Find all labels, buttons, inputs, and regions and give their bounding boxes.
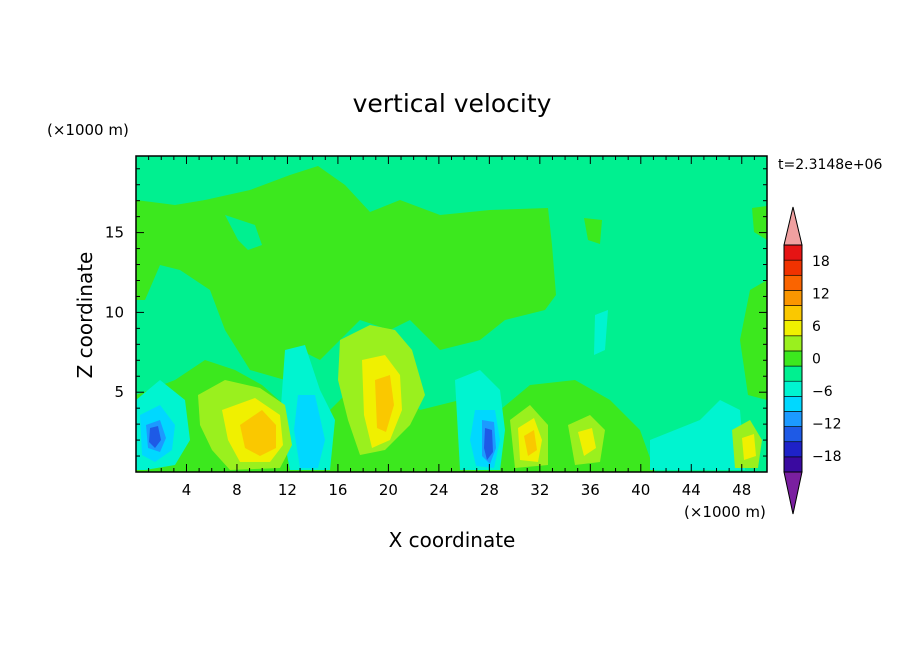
x-tick-label: 36 — [581, 481, 600, 499]
colorbar-band — [783, 335, 803, 352]
contour-down-left-dark — [149, 426, 161, 448]
contour-small-top-right — [584, 218, 602, 244]
colorbar: 18 12 6 0 −6 −12 −18 — [783, 206, 842, 515]
x-tick-label: 8 — [232, 481, 242, 499]
contour-upper-gap — [225, 215, 262, 250]
colorbar-tick-label: −12 — [812, 416, 842, 432]
contour-upper-updraft — [136, 166, 556, 380]
colorbar-band — [783, 259, 803, 276]
colorbar-band — [783, 380, 803, 397]
colorbar-tick-label: 6 — [812, 319, 821, 335]
colorbar-frame — [783, 244, 803, 473]
contour-up-10-orange — [240, 410, 276, 456]
x-tick-label: 24 — [429, 481, 448, 499]
contour-up-31-orange — [524, 430, 537, 456]
contour-down-right — [650, 400, 745, 470]
time-label: t=2.3148e+06 — [778, 157, 882, 173]
x-axis-label: X coordinate — [389, 528, 516, 552]
colorbar-band — [783, 396, 803, 412]
colorbar-band — [783, 305, 803, 321]
x-tick-label: 28 — [480, 481, 499, 499]
colorbar-tick-label: −18 — [812, 449, 842, 465]
x-tick-label: 40 — [631, 481, 650, 499]
contour-down-right-small — [594, 310, 608, 355]
y-tick-label: 5 — [114, 383, 124, 401]
contour-up-48-yellow — [742, 434, 756, 460]
contour-up-36-yellow — [578, 428, 596, 456]
x-tick-label: 16 — [328, 481, 347, 499]
y-tick-label: 10 — [105, 303, 124, 321]
x-axis: 4 8 12 16 20 24 28 32 36 40 44 48 — [148, 156, 755, 499]
colorbar-band — [783, 350, 803, 367]
colorbar-tick-label: −6 — [812, 384, 833, 400]
colorbar-band — [783, 320, 803, 337]
colorbar-extend-min — [783, 471, 803, 515]
colorbar-band — [783, 411, 803, 427]
contour-down-mid-core — [294, 395, 325, 468]
colorbar-band — [783, 441, 803, 458]
colorbar-band — [783, 365, 803, 382]
y-axis-label: Z coordinate — [73, 252, 97, 379]
colorbar-tick-label: 12 — [812, 287, 830, 303]
x-scale-label: (×1000 m) — [684, 503, 766, 521]
colorbar-band — [783, 456, 803, 473]
colorbar-extend-max — [783, 206, 803, 246]
colorbar-band — [783, 274, 803, 291]
colorbar-band — [783, 426, 803, 443]
colorbar-band — [783, 290, 803, 306]
contour-right-edge — [740, 280, 767, 400]
colorbar-tick-label: 0 — [812, 352, 821, 368]
y-axis: 5 10 15 — [105, 168, 767, 457]
colorbar-tick-label: 18 — [812, 254, 830, 270]
x-tick-label: 20 — [379, 481, 398, 499]
x-tick-label: 48 — [732, 481, 751, 499]
x-tick-label: 44 — [682, 481, 701, 499]
y-tick-label: 15 — [105, 224, 124, 242]
colorbar-band — [783, 244, 803, 261]
x-tick-label: 4 — [182, 481, 192, 499]
plot-area — [136, 156, 767, 472]
x-tick-label: 12 — [278, 481, 297, 499]
chart-title: vertical velocity — [353, 89, 552, 118]
contour-right-top — [752, 206, 767, 240]
y-scale-label: (×1000 m) — [47, 121, 129, 139]
contour-down-28-dark — [484, 428, 493, 460]
contour-up-19-orange — [375, 375, 394, 432]
x-tick-label: 32 — [530, 481, 549, 499]
